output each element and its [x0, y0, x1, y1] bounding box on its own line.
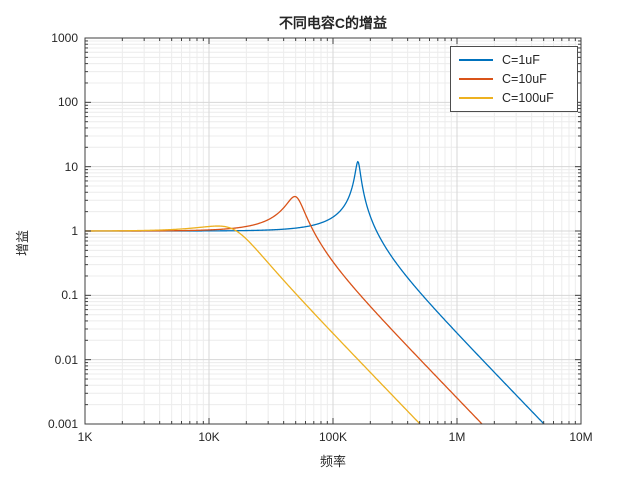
y-tick-label: 0.001 — [47, 417, 78, 431]
x-tick-label: 100K — [318, 430, 348, 444]
legend: C=1uF C=10uF C=100uF — [450, 46, 578, 112]
y-axis-label: 增益 — [15, 230, 30, 257]
x-tick-label: 1K — [77, 430, 93, 444]
x-tick-label: 1M — [448, 430, 466, 444]
y-tick-label: 1 — [71, 224, 78, 238]
y-tick-label: 0.01 — [54, 352, 78, 367]
legend-label: C=1uF — [502, 52, 540, 67]
chart-title: 不同电容C的增益 — [278, 15, 388, 31]
y-tick-label: 0.1 — [61, 288, 78, 303]
legend-label: C=100uF — [502, 91, 554, 106]
x-tick-label: 10K — [198, 430, 220, 444]
legend-item-c-10uf: C=10uF — [451, 70, 577, 88]
y-tick-label: 1000 — [51, 31, 78, 45]
y-tick-label: 100 — [57, 95, 78, 110]
legend-line-sample-icon — [459, 58, 493, 61]
legend-item-c-100uf: C=100uF — [451, 89, 577, 107]
legend-line-sample-icon — [459, 77, 493, 80]
legend-line-sample-icon — [459, 97, 493, 100]
legend-item-c-1uf: C=1uF — [451, 51, 577, 69]
x-tick-label: 10M — [569, 430, 593, 444]
y-tick-label: 10 — [64, 159, 78, 174]
legend-label: C=10uF — [502, 71, 547, 86]
x-axis-label: 频率 — [319, 454, 346, 469]
